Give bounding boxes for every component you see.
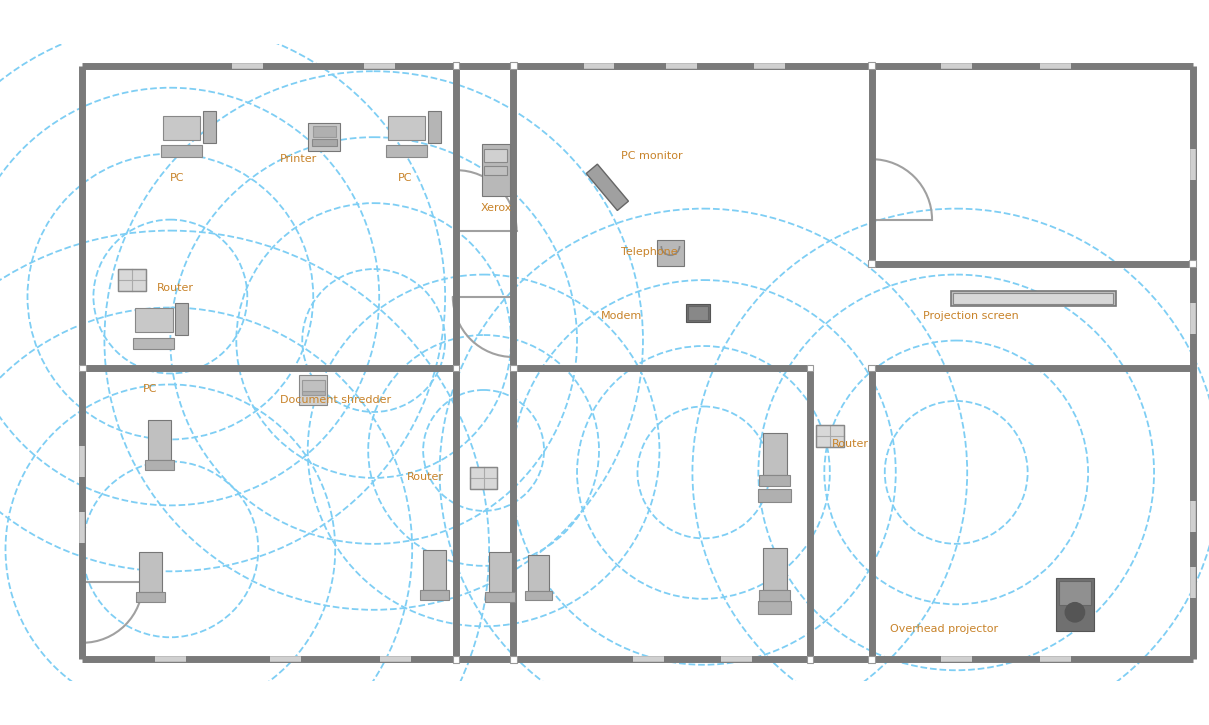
Bar [139,552,162,592]
Bar [586,164,629,210]
Bar [423,550,446,589]
Circle shape [1065,602,1084,622]
Bar [301,392,325,395]
Bar [528,555,549,591]
Bar [470,467,497,489]
Bar [145,460,174,471]
Text: PC: PC [398,173,412,183]
Bar [806,365,814,371]
Bar [470,467,497,489]
Text: Router: Router [406,473,444,482]
Bar [510,656,516,663]
Bar [758,601,792,614]
Bar [118,269,146,291]
Bar [482,144,509,196]
Bar [147,420,170,460]
Bar [300,375,328,405]
Bar [526,591,551,600]
Text: Telephone: Telephone [621,247,677,257]
Bar [163,115,199,140]
Bar [488,552,511,592]
Bar [510,365,516,371]
Text: Router: Router [157,283,195,294]
Bar [453,62,459,69]
Bar [301,379,325,392]
Text: Xerox: Xerox [480,203,511,213]
Bar [763,548,787,590]
Text: PC: PC [170,173,185,183]
Bar [453,365,459,371]
Bar [135,592,166,602]
Bar [758,489,792,502]
Bar [816,426,844,447]
Bar [658,239,683,265]
Bar [420,589,449,600]
Text: Projection screen: Projection screen [924,311,1019,321]
Bar [313,125,336,136]
Bar [135,308,173,332]
Bar [312,139,337,146]
Text: Overhead projector: Overhead projector [890,624,999,634]
Bar [868,365,875,371]
Bar [308,123,340,151]
Bar [688,306,708,320]
Bar [759,590,791,601]
Bar [686,304,710,323]
Bar [161,146,202,157]
Bar [175,303,189,335]
Bar [79,365,86,371]
Bar [1190,260,1196,267]
Bar [806,656,814,663]
Bar [1059,581,1091,605]
Bar [759,475,791,486]
Bar [953,293,1113,304]
Text: Modem: Modem [601,311,642,321]
Text: Document shredder: Document shredder [280,395,392,405]
Bar [486,592,515,602]
Bar [388,115,426,140]
Bar [484,149,508,162]
Bar [203,111,216,143]
Text: PC: PC [143,384,157,394]
Bar [133,338,174,349]
Text: Printer: Printer [280,154,318,164]
Text: Router: Router [832,439,869,450]
Bar [868,656,875,663]
Bar [950,291,1116,307]
Bar [868,260,875,267]
Text: PC monitor: PC monitor [621,152,683,162]
Bar [386,146,427,157]
Bar [1055,578,1094,631]
Bar [428,111,441,143]
Bar [763,433,787,475]
Bar [118,269,146,291]
Bar [868,62,875,69]
Bar [510,62,516,69]
Bar [484,167,508,175]
Bar [816,426,844,447]
Bar [453,656,459,663]
